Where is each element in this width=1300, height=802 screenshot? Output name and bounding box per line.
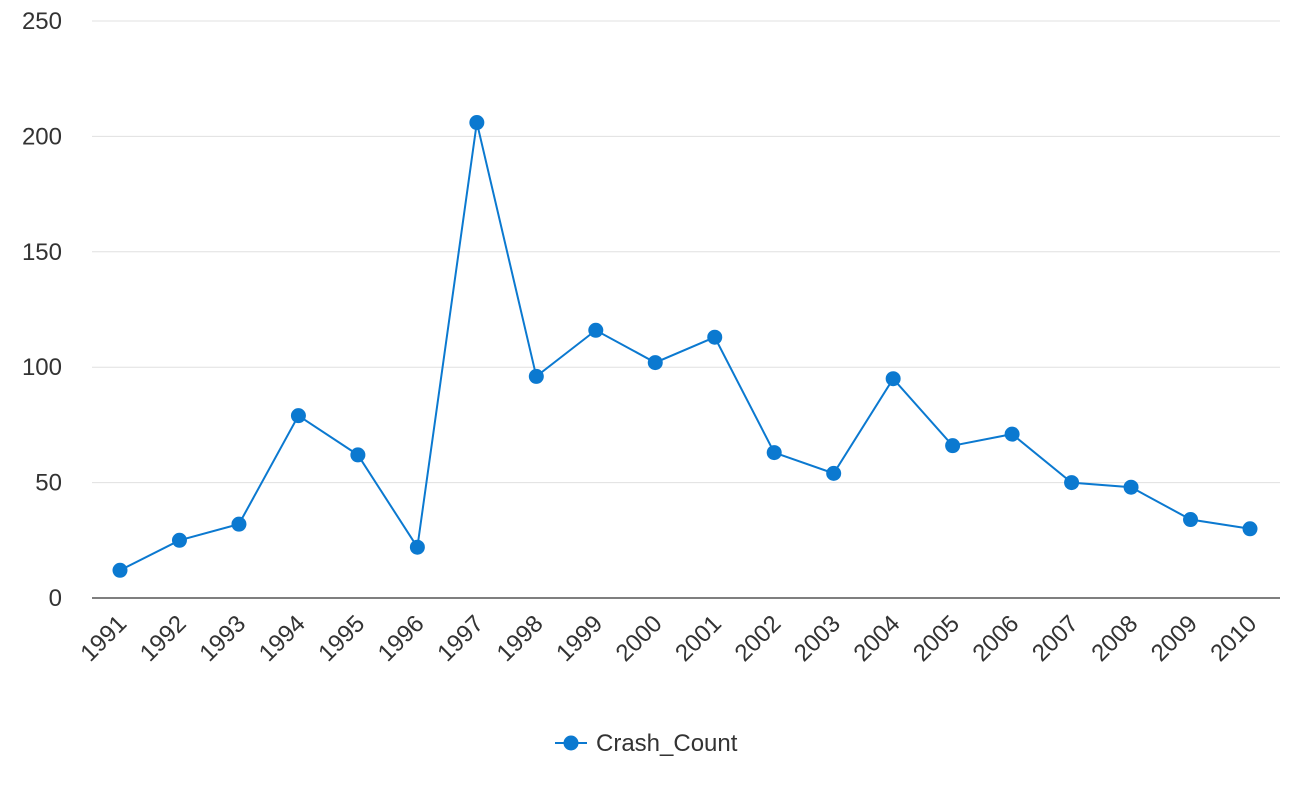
series-crash-count bbox=[112, 115, 1258, 578]
x-tick-label: 1998 bbox=[492, 610, 549, 667]
x-axis-tick-labels: 1991 1992 1993 1994 1995 1996 1997 1998 1999 2000… bbox=[75, 610, 1262, 667]
x-tick-label: 1992 bbox=[135, 610, 192, 667]
data-point[interactable] bbox=[290, 408, 306, 424]
data-point[interactable] bbox=[469, 115, 485, 131]
x-tick-label: 2004 bbox=[849, 610, 906, 667]
x-tick-label: 2009 bbox=[1146, 610, 1203, 667]
x-tick-label: 1993 bbox=[194, 610, 251, 667]
data-point[interactable] bbox=[647, 355, 663, 371]
data-point[interactable] bbox=[1064, 475, 1080, 491]
x-tick-label: 1991 bbox=[75, 610, 132, 667]
data-point[interactable] bbox=[171, 532, 187, 548]
x-tick-label: 2001 bbox=[670, 610, 727, 667]
x-tick-label: 2005 bbox=[908, 610, 965, 667]
legend-swatch-marker bbox=[563, 735, 579, 751]
legend[interactable]: Crash_Count bbox=[555, 730, 738, 757]
y-tick-label: 0 bbox=[49, 585, 62, 612]
y-axis-tick-labels: 0 50 100 150 200 250 bbox=[22, 8, 62, 612]
x-tick-label: 1997 bbox=[432, 610, 489, 667]
data-point[interactable] bbox=[1123, 479, 1139, 495]
y-tick-label: 200 bbox=[22, 123, 62, 150]
data-point[interactable] bbox=[1242, 521, 1258, 537]
x-tick-label: 1995 bbox=[313, 610, 370, 667]
x-tick-label: 2008 bbox=[1086, 610, 1143, 667]
x-tick-label: 2003 bbox=[789, 610, 846, 667]
x-tick-label: 2010 bbox=[1205, 610, 1262, 667]
data-point[interactable] bbox=[409, 539, 425, 555]
y-tick-label: 50 bbox=[35, 470, 62, 497]
data-point[interactable] bbox=[707, 329, 723, 345]
data-point[interactable] bbox=[766, 445, 782, 461]
x-tick-label: 2007 bbox=[1027, 610, 1084, 667]
x-tick-label: 1996 bbox=[373, 610, 430, 667]
data-point[interactable] bbox=[885, 371, 901, 387]
data-point[interactable] bbox=[112, 562, 128, 578]
y-tick-label: 250 bbox=[22, 8, 62, 35]
x-tick-label: 2006 bbox=[968, 610, 1025, 667]
data-point[interactable] bbox=[1183, 512, 1199, 528]
data-point[interactable] bbox=[945, 438, 961, 454]
data-point[interactable] bbox=[350, 447, 366, 463]
legend-label: Crash_Count bbox=[596, 730, 738, 757]
data-point[interactable] bbox=[528, 368, 544, 384]
data-point[interactable] bbox=[588, 322, 604, 338]
data-point[interactable] bbox=[231, 516, 247, 532]
x-tick-label: 1994 bbox=[254, 610, 311, 667]
series-line bbox=[119, 122, 1251, 572]
x-tick-label: 2002 bbox=[730, 610, 787, 667]
y-tick-label: 100 bbox=[22, 354, 62, 381]
grid-lines bbox=[92, 20, 1280, 484]
x-tick-label: 2000 bbox=[611, 610, 668, 667]
data-point[interactable] bbox=[1004, 426, 1020, 442]
y-tick-label: 150 bbox=[22, 239, 62, 266]
x-tick-label: 1999 bbox=[551, 610, 608, 667]
data-point[interactable] bbox=[826, 465, 842, 481]
